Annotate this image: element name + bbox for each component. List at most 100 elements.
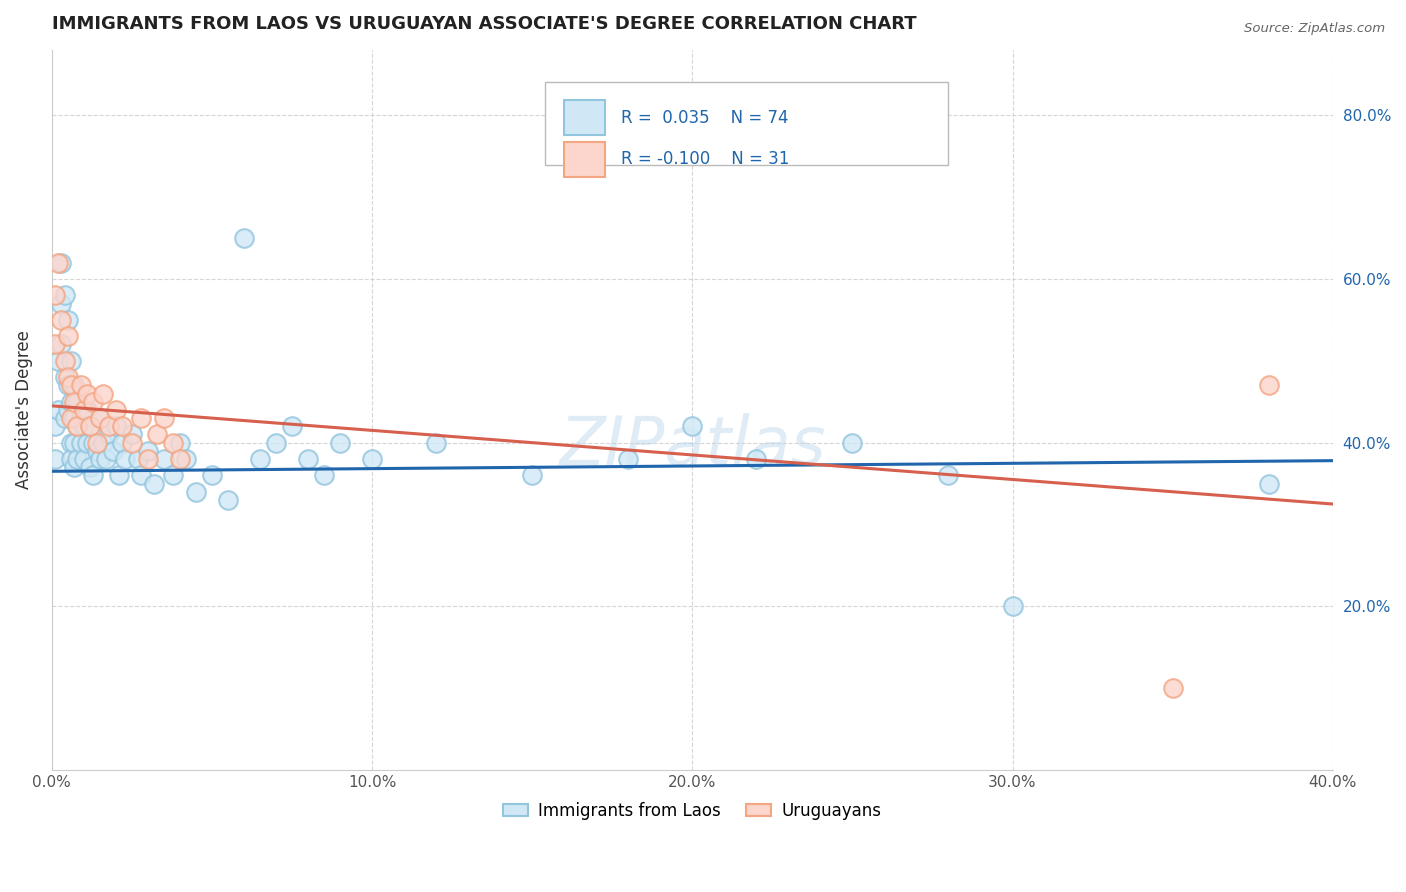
- Point: [184, 484, 207, 499]
- Point: [63, 411, 86, 425]
- Point: [146, 427, 169, 442]
- Point: [1257, 378, 1279, 392]
- Point: [89, 411, 111, 425]
- Point: [76, 403, 98, 417]
- Point: [111, 435, 134, 450]
- Point: [127, 452, 149, 467]
- Point: [101, 443, 124, 458]
- Point: [96, 452, 118, 467]
- Point: [56, 329, 79, 343]
- Point: [59, 394, 82, 409]
- Point: [51, 255, 73, 269]
- Point: [59, 378, 82, 392]
- Point: [162, 468, 184, 483]
- Point: [201, 468, 224, 483]
- Point: [136, 443, 159, 458]
- Text: R = -0.100    N = 31: R = -0.100 N = 31: [620, 150, 789, 169]
- Point: [82, 435, 104, 450]
- Text: IMMIGRANTS FROM LAOS VS URUGUAYAN ASSOCIATE'S DEGREE CORRELATION CHART: IMMIGRANTS FROM LAOS VS URUGUAYAN ASSOCI…: [52, 15, 917, 33]
- Point: [44, 452, 66, 467]
- Text: Source: ZipAtlas.com: Source: ZipAtlas.com: [1244, 22, 1385, 36]
- Point: [53, 370, 76, 384]
- Point: [232, 231, 254, 245]
- Point: [131, 411, 153, 425]
- Point: [111, 419, 134, 434]
- Point: [73, 452, 96, 467]
- Point: [143, 476, 166, 491]
- Point: [63, 460, 86, 475]
- Point: [98, 419, 121, 434]
- Point: [79, 460, 101, 475]
- Point: [66, 452, 89, 467]
- Point: [108, 468, 131, 483]
- Point: [66, 394, 89, 409]
- Point: [217, 492, 239, 507]
- Point: [76, 386, 98, 401]
- Point: [98, 427, 121, 442]
- Point: [89, 411, 111, 425]
- Point: [44, 288, 66, 302]
- Point: [169, 452, 191, 467]
- Point: [79, 419, 101, 434]
- Point: [153, 411, 176, 425]
- Point: [82, 468, 104, 483]
- Point: [249, 452, 271, 467]
- Point: [136, 452, 159, 467]
- Point: [174, 452, 197, 467]
- Point: [745, 452, 768, 467]
- Point: [66, 419, 89, 434]
- Point: [617, 452, 640, 467]
- Point: [44, 337, 66, 351]
- Point: [53, 288, 76, 302]
- Point: [329, 435, 352, 450]
- Point: [297, 452, 319, 467]
- Point: [73, 403, 96, 417]
- Point: [63, 435, 86, 450]
- Point: [69, 435, 91, 450]
- Point: [53, 353, 76, 368]
- Point: [56, 403, 79, 417]
- Point: [520, 468, 543, 483]
- Point: [681, 419, 703, 434]
- Point: [361, 452, 384, 467]
- Point: [938, 468, 960, 483]
- Point: [1161, 681, 1184, 695]
- Legend: Immigrants from Laos, Uruguayans: Immigrants from Laos, Uruguayans: [496, 795, 887, 827]
- Point: [46, 255, 69, 269]
- Point: [86, 443, 108, 458]
- Point: [1257, 476, 1279, 491]
- Point: [59, 435, 82, 450]
- Point: [82, 394, 104, 409]
- Point: [63, 394, 86, 409]
- FancyBboxPatch shape: [546, 82, 949, 165]
- Point: [56, 370, 79, 384]
- Point: [73, 419, 96, 434]
- Point: [281, 419, 304, 434]
- Point: [76, 435, 98, 450]
- Bar: [564, 100, 605, 135]
- Point: [841, 435, 863, 450]
- Point: [91, 386, 114, 401]
- Point: [69, 378, 91, 392]
- Point: [56, 313, 79, 327]
- Point: [44, 419, 66, 434]
- Point: [86, 435, 108, 450]
- Point: [59, 452, 82, 467]
- Point: [121, 427, 143, 442]
- Point: [79, 419, 101, 434]
- Point: [69, 411, 91, 425]
- Bar: [564, 142, 605, 177]
- Text: R =  0.035    N = 74: R = 0.035 N = 74: [620, 109, 787, 127]
- Point: [114, 452, 136, 467]
- Point: [162, 435, 184, 450]
- Point: [63, 378, 86, 392]
- Point: [121, 435, 143, 450]
- Point: [89, 452, 111, 467]
- Point: [1001, 599, 1024, 614]
- Point: [53, 411, 76, 425]
- Point: [425, 435, 447, 450]
- Y-axis label: Associate's Degree: Associate's Degree: [15, 330, 32, 490]
- Point: [51, 313, 73, 327]
- Point: [56, 378, 79, 392]
- Point: [264, 435, 287, 450]
